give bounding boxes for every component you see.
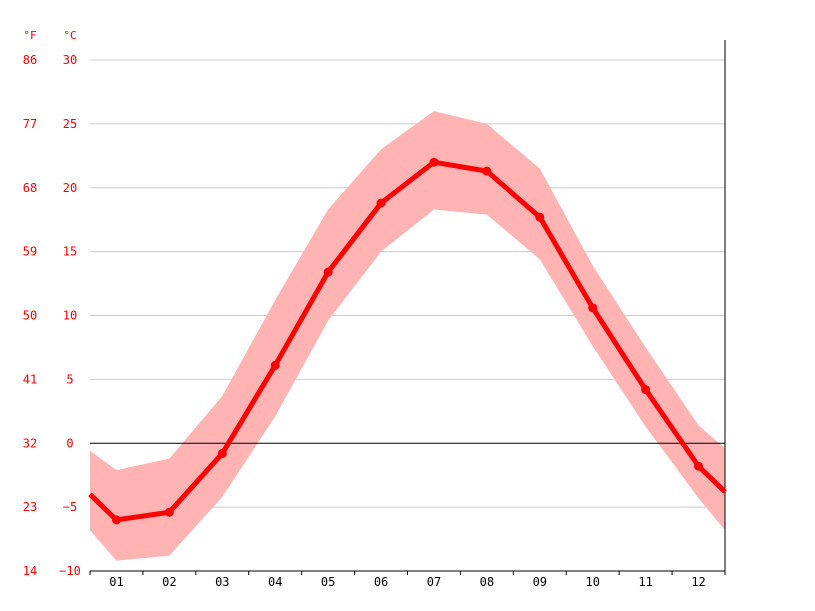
- data-point: [217, 448, 227, 458]
- x-tick-label: 10: [585, 575, 599, 589]
- mean-temperature-line: [88, 159, 727, 523]
- y-tick-label-celsius: −5: [63, 500, 77, 514]
- y-tick-label-celsius: 0: [66, 436, 73, 450]
- x-tick-label: 08: [480, 575, 494, 589]
- data-point: [535, 212, 545, 222]
- data-point: [164, 507, 174, 517]
- x-tick-label: 04: [268, 575, 282, 589]
- y-tick-label-fahrenheit: 86: [23, 53, 37, 67]
- band-layer: [90, 111, 725, 561]
- y-tick-label-fahrenheit: 50: [23, 309, 37, 323]
- axis-layer: [89, 40, 726, 575]
- x-tick-label: 01: [109, 575, 123, 589]
- y-tick-label-fahrenheit: 23: [23, 500, 37, 514]
- y-tick-label-fahrenheit: 14: [23, 564, 37, 578]
- data-point: [111, 515, 121, 525]
- data-point: [641, 385, 651, 395]
- y-tick-label-fahrenheit: 59: [23, 245, 37, 259]
- data-point: [429, 157, 439, 167]
- x-tick-label: 06: [374, 575, 388, 589]
- y-tick-label-celsius: 25: [63, 117, 77, 131]
- data-point: [323, 267, 333, 277]
- unit-label-fahrenheit: °F: [23, 29, 36, 42]
- y-tick-label-celsius: −10: [59, 564, 81, 578]
- data-point: [376, 198, 386, 208]
- unit-label-celsius: °C: [63, 29, 76, 42]
- y-tick-label-celsius: 20: [63, 181, 77, 195]
- line-layer: [88, 157, 727, 525]
- x-tick-label: 02: [162, 575, 176, 589]
- y-tick-label-fahrenheit: 41: [23, 372, 37, 386]
- y-tick-label-fahrenheit: 68: [23, 181, 37, 195]
- y-tick-label-celsius: 5: [66, 372, 73, 386]
- label-layer: °F °C 30862577206815591050541032−523−101…: [23, 29, 706, 589]
- data-point: [270, 360, 280, 370]
- data-point: [588, 303, 598, 313]
- x-tick-label: 12: [691, 575, 705, 589]
- x-tick-label: 03: [215, 575, 229, 589]
- x-tick-label: 07: [427, 575, 441, 589]
- temperature-range-band: [90, 111, 725, 561]
- y-tick-label-fahrenheit: 32: [23, 436, 37, 450]
- x-tick-label: 09: [533, 575, 547, 589]
- data-point: [694, 461, 704, 471]
- y-tick-label-celsius: 15: [63, 245, 77, 259]
- x-tick-label: 11: [638, 575, 652, 589]
- x-tick-label: 05: [321, 575, 335, 589]
- y-tick-label-celsius: 10: [63, 309, 77, 323]
- y-tick-label-celsius: 30: [63, 53, 77, 67]
- data-point: [482, 166, 492, 176]
- y-tick-label-fahrenheit: 77: [23, 117, 37, 131]
